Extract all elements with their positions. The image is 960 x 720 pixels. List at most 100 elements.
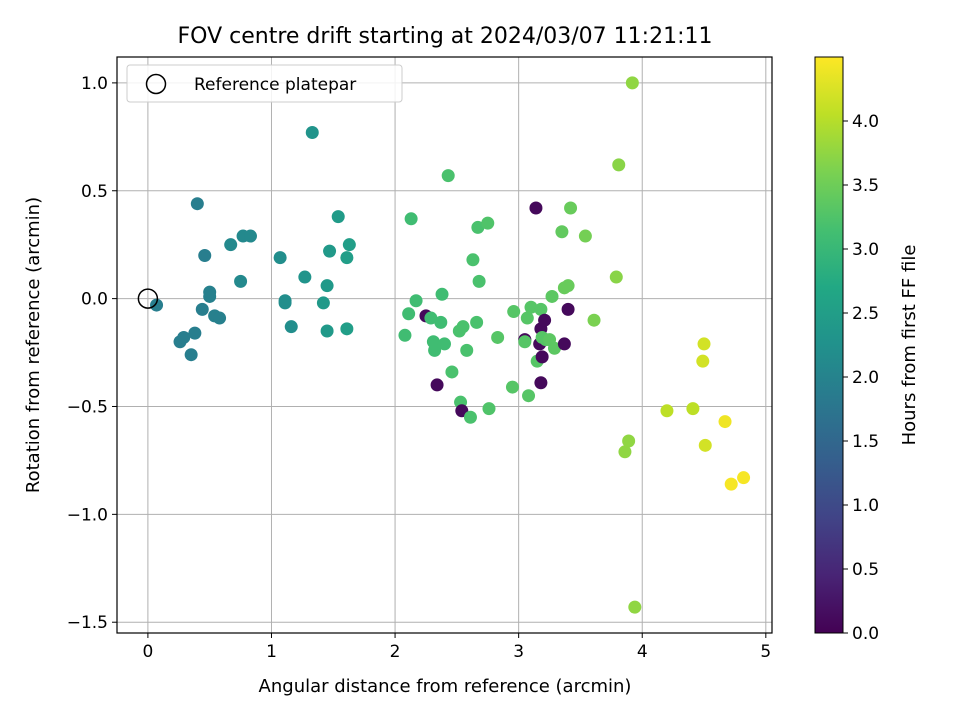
data-point xyxy=(340,251,354,265)
data-point xyxy=(195,302,209,316)
colorbar-tick-label: 3.0 xyxy=(852,240,879,260)
data-point xyxy=(618,445,632,459)
data-point xyxy=(305,126,319,140)
colorbar-ticks: 0.0 0.5 1.0 1.5 2.0 2.5 3.0 3.5 4.0 xyxy=(843,112,879,644)
x-tick-label: 2 xyxy=(390,642,401,662)
data-point xyxy=(660,404,674,418)
data-point xyxy=(538,313,552,327)
data-point xyxy=(470,315,484,329)
y-tick-label: −0.5 xyxy=(67,397,108,417)
data-point xyxy=(320,324,334,338)
data-point xyxy=(184,348,198,362)
y-tick-label: −1.5 xyxy=(67,613,108,633)
data-point xyxy=(686,402,700,416)
data-point xyxy=(190,197,204,211)
colorbar-tick-label: 2.0 xyxy=(852,368,879,388)
data-point xyxy=(547,341,561,355)
data-point xyxy=(471,220,485,234)
x-axis-ticks: 0 1 2 3 4 5 xyxy=(142,633,771,662)
data-point xyxy=(441,169,455,183)
data-point xyxy=(150,298,164,312)
data-point xyxy=(284,320,298,334)
legend: Reference platepar xyxy=(126,64,403,103)
x-axis-label: Angular distance from reference (arcmin) xyxy=(259,676,632,697)
data-point xyxy=(340,322,354,336)
data-point xyxy=(402,307,416,321)
data-point xyxy=(622,434,636,448)
colorbar-tick-label: 4.0 xyxy=(852,112,879,132)
y-tick-label: −1.0 xyxy=(67,505,108,525)
data-point xyxy=(463,410,477,424)
data-point xyxy=(298,270,312,284)
data-point xyxy=(587,313,601,327)
colorbar-tick-label: 0.0 xyxy=(852,624,879,644)
data-point xyxy=(737,471,751,485)
data-point xyxy=(273,251,287,265)
data-point xyxy=(243,229,257,243)
data-point xyxy=(534,302,548,316)
chart-title: FOV centre drift starting at 2024/03/07 … xyxy=(178,24,713,49)
data-point xyxy=(177,330,191,344)
data-point xyxy=(520,311,534,325)
colorbar-tick-label: 1.0 xyxy=(852,496,879,516)
data-point xyxy=(696,354,710,368)
data-point xyxy=(545,289,559,303)
data-point xyxy=(342,238,356,252)
legend-box xyxy=(126,64,403,103)
x-tick-label: 3 xyxy=(513,642,524,662)
x-tick-label: 5 xyxy=(760,642,771,662)
data-point xyxy=(320,279,334,293)
data-point xyxy=(628,600,642,614)
colorbar: 0.0 0.5 1.0 1.5 2.0 2.5 3.0 3.5 4.0 Hours from f… xyxy=(814,56,920,644)
legend-reference-icon xyxy=(145,73,167,95)
data-point xyxy=(198,248,212,262)
data-point xyxy=(438,337,451,351)
data-point xyxy=(481,216,495,230)
y-tick-label: 1.0 xyxy=(81,74,108,94)
data-point xyxy=(561,302,575,316)
x-tick-label: 0 xyxy=(142,642,153,662)
colorbar-label: Hours from first FF file xyxy=(899,245,920,446)
y-axis-label: Rotation from reference (arcmin) xyxy=(23,197,44,493)
data-point xyxy=(507,305,521,319)
reference-point xyxy=(137,288,159,309)
data-point xyxy=(316,296,330,310)
data-point xyxy=(224,238,238,252)
data-point xyxy=(331,210,345,224)
data-point xyxy=(398,328,412,342)
data-point xyxy=(609,270,623,284)
data-point xyxy=(472,274,486,288)
data-point xyxy=(409,294,423,308)
data-point xyxy=(578,229,592,243)
data-point xyxy=(557,337,571,351)
data-point xyxy=(188,326,202,340)
data-point xyxy=(522,389,536,403)
x-tick-label: 4 xyxy=(637,642,648,662)
x-tick-label: 1 xyxy=(266,642,277,662)
data-point xyxy=(435,287,449,301)
data-point xyxy=(555,225,569,239)
data-point xyxy=(434,315,448,329)
colorbar-tick-label: 1.5 xyxy=(852,432,879,452)
data-point xyxy=(718,415,732,429)
colorbar-gradient xyxy=(814,56,844,634)
data-point xyxy=(612,158,626,172)
data-point xyxy=(234,274,248,288)
data-point xyxy=(213,311,227,325)
data-point xyxy=(430,378,444,392)
data-points xyxy=(150,76,751,614)
data-point xyxy=(404,212,418,226)
data-point xyxy=(203,285,217,299)
data-point xyxy=(323,244,337,258)
reference-marker xyxy=(137,288,159,309)
data-point xyxy=(561,279,575,293)
data-point xyxy=(424,311,438,325)
data-point xyxy=(460,343,474,357)
data-point xyxy=(564,201,578,215)
plot-frame xyxy=(116,56,773,634)
data-point xyxy=(482,402,496,416)
data-point xyxy=(428,343,442,357)
data-point xyxy=(724,477,738,491)
colorbar-tick-label: 3.5 xyxy=(852,176,879,196)
